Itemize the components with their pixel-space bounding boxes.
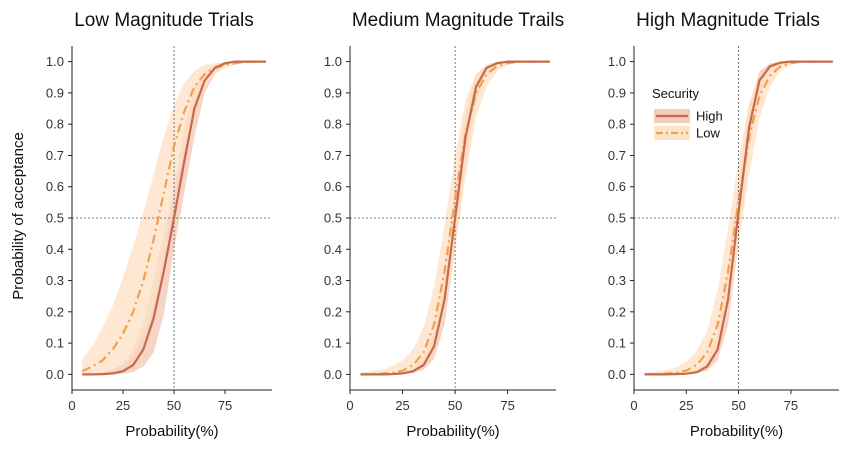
- y-tick-label: 0.3: [324, 273, 342, 288]
- legend: Security High Low: [652, 86, 723, 141]
- y-tick-label: 0.7: [608, 148, 626, 163]
- panel-title: High Magnitude Trials: [636, 10, 820, 31]
- x-axis-label: Probability(%): [406, 423, 499, 440]
- x-tick-label: 0: [630, 398, 637, 413]
- panel-1: Low Magnitude Trials 0.0 0.1 0.2 0.3 0.4 0.5 0.…: [46, 10, 272, 440]
- y-axis-label: Probability of acceptance: [10, 132, 27, 300]
- y-tick-label: 1.0: [608, 54, 626, 69]
- y-tick-label: 0.8: [324, 117, 342, 132]
- y-tick-label: 0.1: [608, 336, 626, 351]
- y-tick-label: 0.6: [324, 179, 342, 194]
- y-tick-label: 0.4: [608, 242, 626, 257]
- y-tick-label: 0.2: [324, 304, 342, 319]
- y-tick-label: 0.0: [324, 367, 342, 382]
- y-tick-label: 0.0: [46, 367, 64, 382]
- x-axis-label: Probability(%): [125, 423, 218, 440]
- y-tick-label: 0.3: [46, 273, 64, 288]
- y-tick-label: 1.0: [324, 54, 342, 69]
- y-tick-label: 0.6: [608, 179, 626, 194]
- x-tick-label: 50: [448, 398, 462, 413]
- y-tick-label: 0.8: [46, 117, 64, 132]
- y-tick-label: 0.2: [608, 304, 626, 319]
- y-tick-label: 0.1: [324, 336, 342, 351]
- y-tick-label: 0.3: [608, 273, 626, 288]
- y-tick-label: 0.5: [608, 211, 626, 226]
- legend-title: Security: [652, 86, 699, 101]
- panel-2: Medium Magnitude Trails 0.0 0.1 0.2 0.3 0.4 0.…: [324, 10, 564, 440]
- y-tick-label: 0.8: [608, 117, 626, 132]
- x-tick-label: 0: [68, 398, 75, 413]
- y-tick-label: 0.1: [46, 336, 64, 351]
- series-line-high: [82, 60, 266, 376]
- y-tick-label: 1.0: [46, 54, 64, 69]
- y-tick-label: 0.9: [324, 85, 342, 100]
- y-tick-label: 0.6: [46, 179, 64, 194]
- legend-label-high: High: [696, 109, 723, 124]
- panel-title: Low Magnitude Trials: [74, 10, 254, 31]
- confidence-band-low: [82, 61, 266, 375]
- panel-title: Medium Magnitude Trails: [352, 10, 564, 31]
- x-tick-label: 75: [218, 398, 232, 413]
- x-axis-label: Probability(%): [690, 423, 783, 440]
- y-tick-label: 0.0: [608, 367, 626, 382]
- series-line-low: [81, 60, 266, 373]
- x-tick-label: 0: [346, 398, 353, 413]
- legend-label-low: Low: [696, 126, 720, 141]
- x-tick-label: 25: [395, 398, 409, 413]
- x-tick-label: 50: [731, 398, 745, 413]
- y-tick-label: 0.9: [608, 85, 626, 100]
- x-tick-label: 75: [500, 398, 514, 413]
- x-tick-label: 25: [116, 398, 130, 413]
- x-tick-label: 25: [679, 398, 693, 413]
- y-tick-label: 0.2: [46, 304, 64, 319]
- y-tick-label: 0.5: [324, 211, 342, 226]
- y-tick-label: 0.4: [324, 242, 342, 257]
- x-tick-label: 50: [167, 398, 181, 413]
- series-line-high: [360, 60, 550, 376]
- y-tick-label: 0.9: [46, 85, 64, 100]
- x-tick-label: 75: [784, 398, 798, 413]
- y-tick-label: 0.7: [46, 148, 64, 163]
- y-tick-label: 0.7: [324, 148, 342, 163]
- series-line-high: [644, 60, 833, 376]
- panel-3: High Magnitude Trials 0.0 0.1 0.2 0.3 0.4 0.5 0…: [608, 10, 839, 440]
- y-tick-label: 0.5: [46, 211, 64, 226]
- y-tick-label: 0.4: [46, 242, 64, 257]
